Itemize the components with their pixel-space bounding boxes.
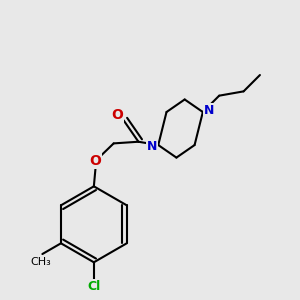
Text: N: N [204,104,214,117]
Text: CH₃: CH₃ [30,257,51,267]
Text: N: N [147,140,158,153]
Text: O: O [112,108,124,122]
Text: O: O [90,154,101,168]
Text: Cl: Cl [87,280,101,293]
